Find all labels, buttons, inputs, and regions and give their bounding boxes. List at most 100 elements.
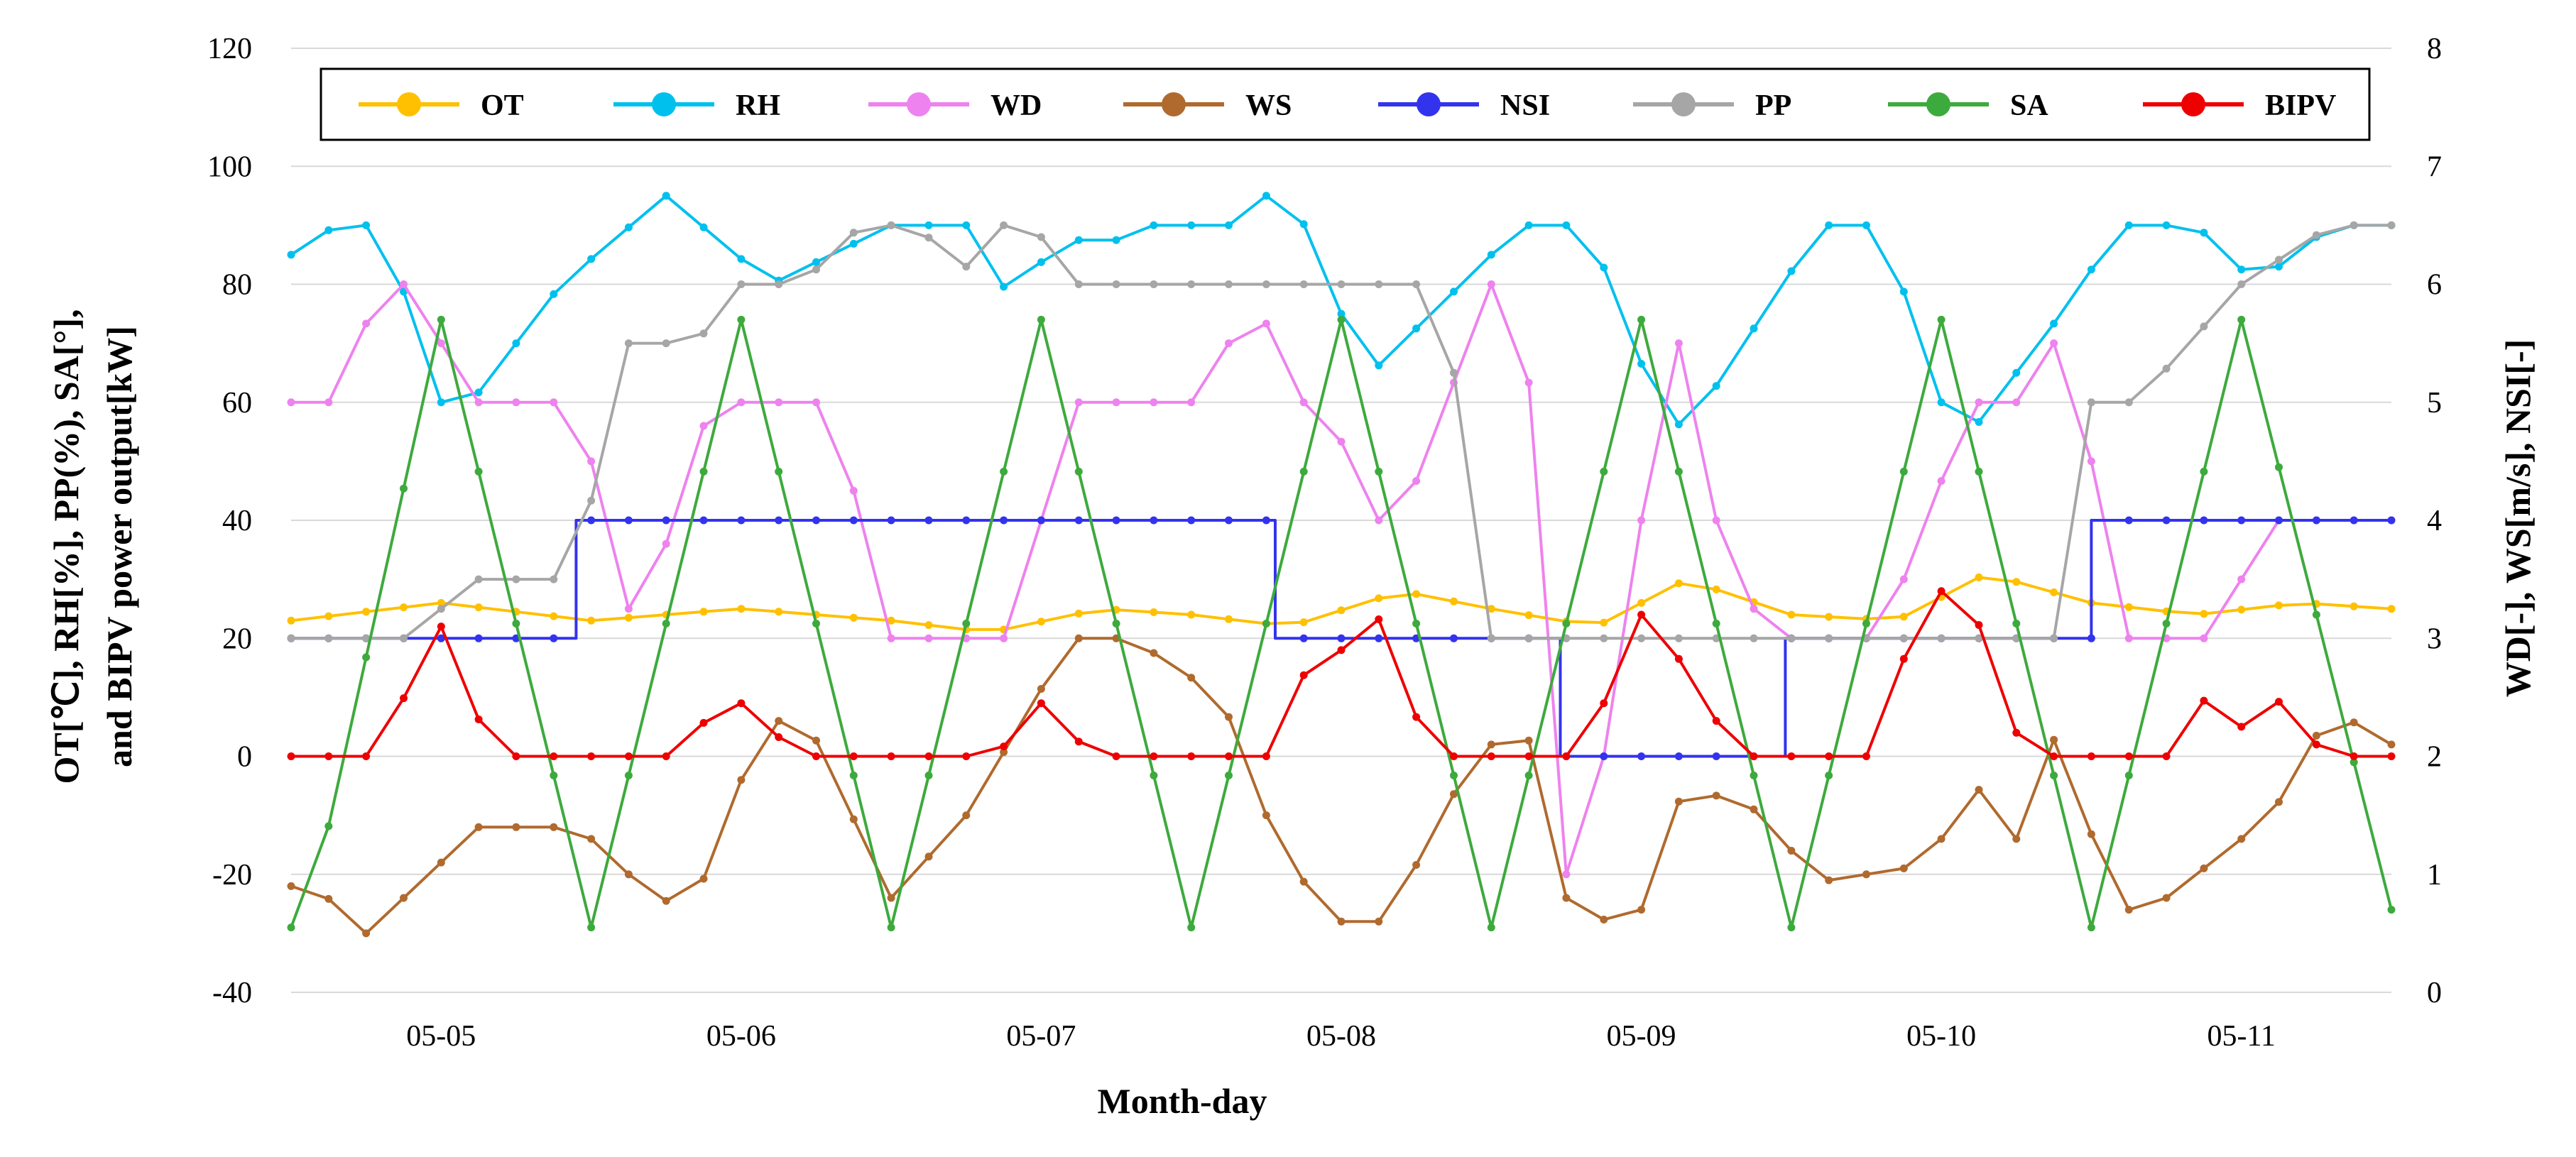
- data-point-ot: [1825, 613, 1833, 621]
- data-point-bipv: [887, 752, 895, 760]
- data-point-bipv: [2050, 752, 2058, 760]
- series-pp: [287, 221, 2396, 642]
- data-point-ot: [2050, 588, 2058, 596]
- data-point-sa: [699, 467, 708, 476]
- data-point-bipv: [1750, 752, 1758, 760]
- data-point-sa: [2387, 906, 2396, 914]
- x-tick-label: 05-10: [1906, 1020, 1976, 1053]
- data-point-wd: [400, 280, 408, 288]
- legend-swatch-marker: [2181, 92, 2205, 116]
- data-point-wd: [2050, 339, 2058, 348]
- data-point-rh: [1825, 221, 1833, 229]
- data-point-pp: [400, 634, 408, 642]
- data-point-ws: [512, 823, 520, 831]
- data-point-rh: [1450, 287, 1458, 296]
- data-point-pp: [2312, 231, 2320, 239]
- data-point-sa: [962, 620, 971, 627]
- data-point-nsi: [1600, 752, 1608, 760]
- data-point-bipv: [2237, 723, 2246, 731]
- series-ws: [287, 634, 2396, 938]
- data-point-rh: [362, 221, 371, 229]
- data-point-ws: [1037, 685, 1045, 693]
- data-point-rh: [2237, 265, 2246, 274]
- data-point-ws: [1562, 894, 1571, 902]
- data-point-wd: [1487, 280, 1495, 288]
- data-point-ot: [1450, 597, 1458, 605]
- data-point-pp: [849, 229, 858, 237]
- data-point-ot: [587, 616, 596, 625]
- data-point-ot: [1187, 610, 1196, 619]
- data-point-ws: [1000, 748, 1008, 757]
- data-point-bipv: [1937, 587, 1945, 596]
- data-point-sa: [287, 923, 295, 932]
- data-point-pp: [737, 280, 746, 288]
- series-line-ot: [290, 576, 2392, 631]
- data-point-bipv: [2200, 696, 2208, 705]
- data-point-ws: [1787, 847, 1796, 855]
- data-point-sa: [2124, 772, 2133, 779]
- data-point-pp: [1450, 368, 1458, 377]
- data-point-rh: [1150, 221, 1158, 229]
- data-point-wd: [1899, 575, 1908, 583]
- data-point-sa: [662, 620, 670, 627]
- data-point-rh: [437, 398, 445, 407]
- series-line-ws: [290, 637, 2393, 935]
- legend-label: WD: [990, 89, 1042, 122]
- x-tick-label: 05-11: [2207, 1020, 2275, 1053]
- y-left-tick-label: 60: [222, 387, 252, 420]
- data-point-rh: [1674, 420, 1683, 429]
- data-point-sa: [1112, 620, 1120, 627]
- data-point-sa: [1562, 620, 1571, 627]
- y-left-tick-label: 80: [222, 269, 252, 302]
- data-point-sa: [1337, 315, 1346, 324]
- data-point-ws: [550, 823, 558, 831]
- data-point-nsi: [1262, 516, 1270, 525]
- data-point-ws: [662, 896, 670, 905]
- data-point-bipv: [550, 752, 558, 760]
- data-point-sa: [1299, 467, 1308, 476]
- data-point-bipv: [1637, 610, 1646, 619]
- data-point-nsi: [550, 634, 558, 642]
- data-point-pp: [662, 339, 670, 348]
- data-point-bipv: [437, 623, 445, 631]
- data-point-sa: [1262, 620, 1270, 627]
- data-point-sa: [624, 772, 633, 779]
- data-point-bipv: [1074, 737, 1083, 746]
- data-point-nsi: [1112, 516, 1120, 525]
- series-rh: [287, 192, 2396, 429]
- data-point-nsi: [737, 516, 746, 525]
- data-point-bipv: [1412, 713, 1421, 721]
- y-right-tick-label: 4: [2427, 505, 2442, 537]
- data-point-pp: [1600, 634, 1608, 642]
- data-point-bipv: [924, 752, 933, 760]
- y-left-tick-label: 0: [237, 741, 252, 774]
- data-point-bipv: [400, 694, 408, 703]
- data-point-rh: [1412, 324, 1421, 333]
- legend-label: RH: [736, 89, 780, 122]
- data-point-wd: [362, 319, 371, 328]
- data-point-ot: [1487, 605, 1495, 613]
- y-left-tick-label: 40: [222, 505, 252, 537]
- data-point-ot: [2275, 601, 2283, 610]
- data-point-rh: [1600, 263, 1608, 272]
- data-point-ws: [1074, 634, 1083, 642]
- data-point-rh: [550, 290, 558, 298]
- data-point-ot: [1150, 608, 1158, 616]
- data-point-bipv: [362, 752, 371, 760]
- data-point-rh: [662, 192, 670, 200]
- data-point-rh: [1037, 258, 1045, 266]
- data-point-ot: [2237, 605, 2246, 614]
- data-point-ot: [550, 612, 558, 620]
- data-point-pp: [1337, 280, 1346, 288]
- x-tick-label: 05-05: [406, 1020, 476, 1053]
- data-point-bipv: [1000, 742, 1008, 751]
- legend-swatch-marker: [1417, 92, 1441, 116]
- data-point-nsi: [1074, 516, 1083, 525]
- data-point-sa: [737, 315, 746, 324]
- data-point-pp: [362, 634, 371, 642]
- series-ot: [287, 573, 2396, 634]
- data-point-wd: [1524, 378, 1533, 387]
- data-point-wd: [1674, 339, 1683, 348]
- data-point-nsi: [2387, 516, 2396, 525]
- data-point-pp: [512, 575, 520, 583]
